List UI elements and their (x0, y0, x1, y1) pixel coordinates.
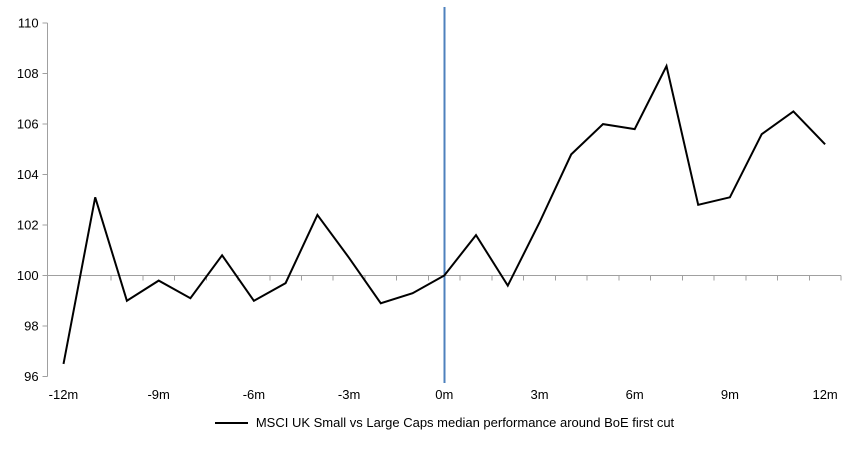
y-tick-label: 102 (17, 218, 39, 233)
y-tick-label: 106 (17, 117, 39, 132)
y-tick-label: 98 (24, 319, 38, 334)
y-tick-label: 96 (24, 369, 38, 384)
y-tick-label: 108 (17, 66, 39, 81)
y-tick-label: 104 (17, 167, 39, 182)
x-tick-label: -9m (147, 387, 169, 402)
y-tick-label: 110 (18, 16, 39, 31)
y-tick-label: 100 (17, 268, 39, 283)
legend: MSCI UK Small vs Large Caps median perfo… (48, 414, 841, 431)
legend-line-swatch (214, 421, 248, 424)
x-tick-label: 12m (812, 387, 837, 402)
series-line (62, 63, 826, 365)
legend-label: MSCI UK Small vs Large Caps median perfo… (255, 415, 675, 430)
x-tick-label: -6m (243, 387, 265, 402)
x-tick-label: 0m (435, 387, 453, 402)
x-tick-label: 9m (721, 387, 739, 402)
x-tick-label: -3m (338, 387, 360, 402)
y-axis: 110 108 106 104 102 100 98 96 (17, 16, 49, 384)
x-tick-label: 3m (530, 387, 548, 402)
x-tick-label: 6m (626, 387, 644, 402)
x-axis-labels: -12m -9m -6m -3m 0m 3m 6m 9m 12m (49, 387, 838, 402)
x-tick-label: -12m (49, 387, 79, 402)
